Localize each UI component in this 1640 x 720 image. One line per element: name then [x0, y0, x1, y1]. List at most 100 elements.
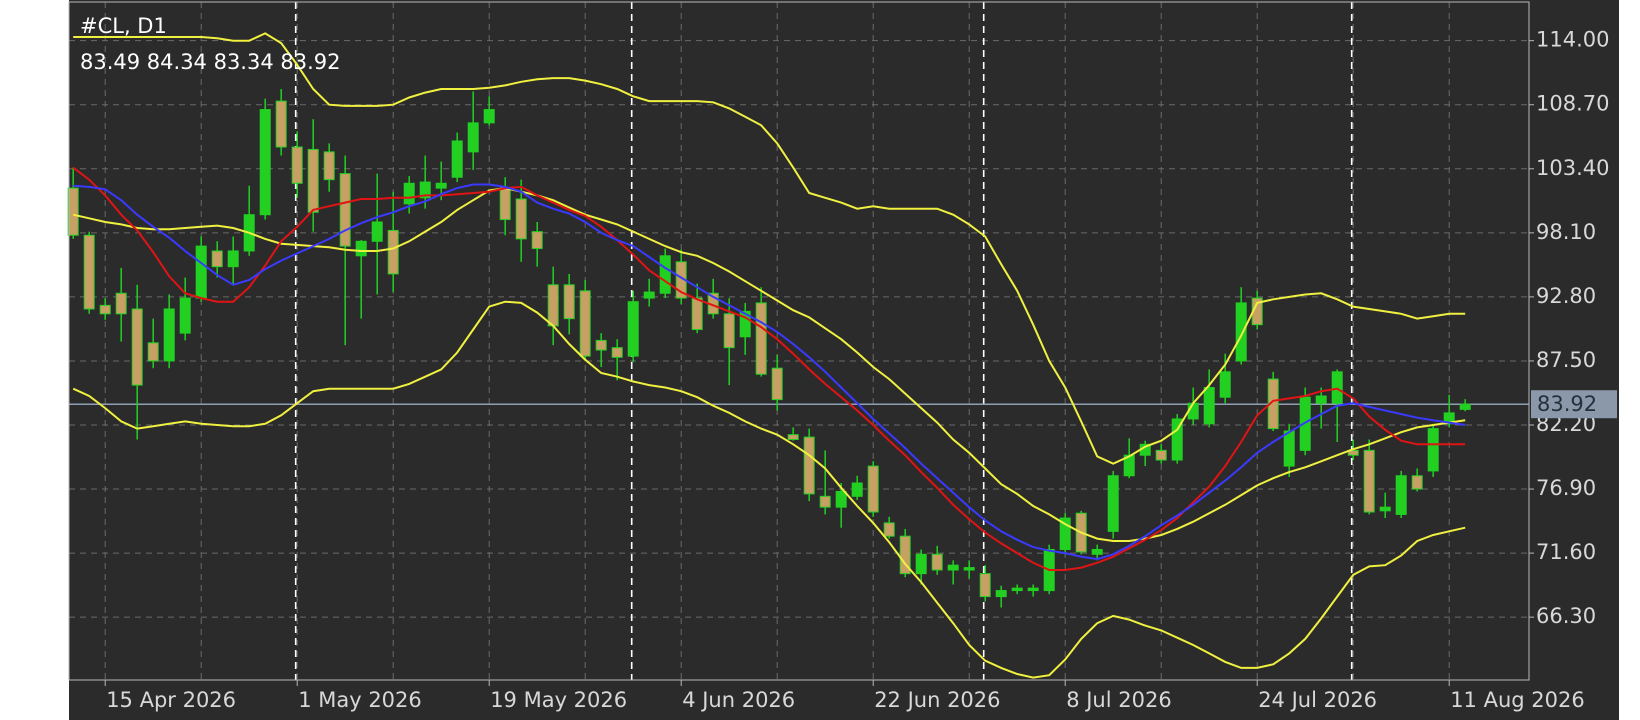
candle-body [1411, 475, 1423, 490]
y-tick-label: 66.30 [1536, 604, 1596, 628]
candle-body [435, 182, 447, 189]
candle-body [1235, 302, 1247, 362]
candle-body [803, 436, 815, 495]
candle-body [419, 181, 431, 199]
candle-body [1219, 371, 1231, 398]
y-tick-label: 114.00 [1536, 28, 1609, 52]
candle-body [1459, 403, 1471, 410]
candle-body [899, 535, 911, 575]
candle-body [1027, 587, 1039, 592]
candle-body [611, 347, 623, 358]
candle-body [1203, 387, 1215, 425]
indicator-line [72, 187, 1466, 542]
candle-body [771, 367, 783, 401]
last-price-box [1531, 390, 1617, 419]
candle-body [131, 308, 143, 386]
candle-body [467, 122, 479, 153]
candle-body [1123, 454, 1135, 477]
candle-body [1267, 378, 1279, 430]
candle-body [531, 231, 543, 250]
candle-body [179, 297, 191, 334]
x-tick-label: 8 Jul 2026 [1066, 688, 1172, 712]
candle-body [307, 148, 319, 213]
candle-body [819, 495, 831, 508]
candle-body [195, 245, 207, 299]
candle-body [1155, 449, 1167, 461]
y-tick-label: 98.10 [1536, 220, 1596, 244]
chart-title: #CL, D1 [80, 14, 167, 38]
marks [67, 32, 1529, 679]
candle-body [851, 482, 863, 497]
x-tick-label: 11 Aug 2026 [1450, 688, 1585, 712]
candle-body [147, 342, 159, 362]
candle-body [1363, 449, 1375, 513]
indicator-line [73, 183, 1466, 561]
grid [69, 2, 1529, 680]
candle-body [979, 573, 991, 598]
candle-body [915, 553, 927, 575]
y-tick-label: 103.40 [1536, 156, 1609, 180]
ohlc-readout: 83.49 84.34 83.34 83.92 [80, 50, 341, 74]
x-tick-label: 1 May 2026 [298, 688, 422, 712]
candle-body [963, 567, 975, 571]
candle-body [355, 240, 367, 257]
y-tick-label: 108.70 [1536, 92, 1609, 116]
candle-body [371, 221, 383, 242]
candle-body [339, 173, 351, 247]
candle-body [787, 434, 799, 440]
candle-body [451, 140, 463, 178]
chart-background [69, 0, 1619, 720]
candle-body [1379, 506, 1391, 512]
last-price-label: 83.92 [1537, 392, 1597, 416]
candle-body [499, 187, 511, 221]
candle-body [563, 284, 575, 320]
candle-body [1315, 395, 1327, 404]
candle-body [691, 297, 703, 331]
candle-body [835, 490, 847, 508]
candle-body [515, 198, 527, 240]
candle-body [163, 308, 175, 362]
y-tick-label: 71.60 [1536, 540, 1596, 564]
y-tick-label: 87.50 [1536, 348, 1596, 372]
candle-body [1331, 371, 1343, 404]
candle-body [931, 553, 943, 571]
candle-body [1011, 587, 1023, 592]
candle-body [883, 522, 895, 537]
candle-body [547, 284, 559, 327]
candle-body [227, 250, 239, 268]
candle-body [947, 564, 959, 571]
candle-body [403, 182, 415, 205]
x-tick-label: 4 Jun 2026 [682, 688, 795, 712]
candle-body [1091, 548, 1103, 555]
candle-body [99, 304, 111, 315]
candle-body [1299, 396, 1311, 451]
y-tick-label: 92.80 [1536, 284, 1596, 308]
indicator-line [72, 300, 1466, 679]
candle-body [67, 187, 79, 236]
candle-body [259, 109, 271, 216]
candle-body [83, 234, 95, 310]
candle-body [1171, 418, 1183, 461]
candle-body [1347, 449, 1359, 456]
candle-body [387, 229, 399, 275]
candle-body [627, 301, 639, 357]
indicator-line [73, 32, 1466, 465]
labels: 114.00108.70103.4098.1092.8087.5082.2076… [104, 28, 1617, 712]
candle-body [1443, 412, 1455, 425]
x-tick-label: 15 Apr 2026 [106, 688, 236, 712]
candle-body [323, 151, 335, 181]
candle-body [275, 100, 287, 148]
candle-body [579, 290, 591, 357]
y-tick-label: 76.90 [1536, 476, 1596, 500]
candle-body [755, 302, 767, 375]
candle-body [1059, 517, 1071, 550]
candle-body [115, 292, 127, 315]
candle-body [595, 339, 607, 351]
candle-body [1107, 475, 1119, 532]
candle-body [739, 310, 751, 338]
candle-body [1283, 430, 1295, 467]
candle-body [291, 146, 303, 184]
candle-body [867, 465, 879, 513]
